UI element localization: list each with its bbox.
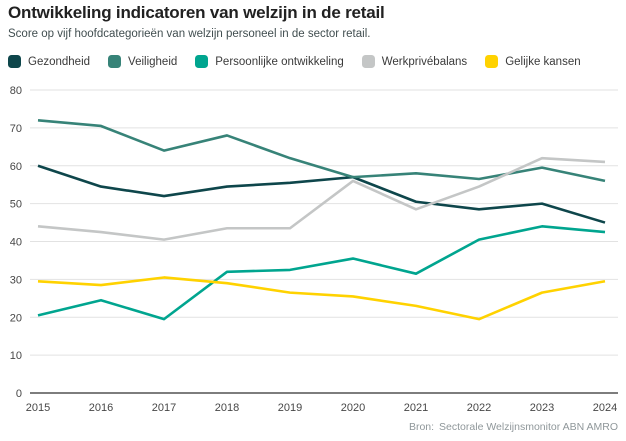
x-axis-tick-label: 2015 (26, 402, 50, 414)
chart-subtitle: Score op vijf hoofdcategorieën van welzi… (8, 28, 371, 40)
x-axis-tick-label: 2023 (530, 402, 554, 414)
source-text: Sectorale Welzijnsmonitor ABN AMRO (439, 421, 618, 433)
legend-label: Veiligheid (128, 55, 178, 68)
series-line-veiligheid (37, 119, 606, 183)
y-axis-tick-label: 70 (10, 123, 22, 135)
y-axis-tick-label: 0 (16, 388, 22, 400)
y-axis-tick-label: 20 (10, 312, 22, 324)
legend-label: Werkprivébalans (381, 55, 468, 68)
x-axis-tick-label: 2016 (89, 402, 113, 414)
y-axis-tick-label: 80 (10, 85, 22, 97)
y-axis-tick-label: 60 (10, 161, 22, 173)
series-line-werkpriv-balans (37, 156, 606, 241)
source-note: Bron: Sectorale Welzijnsmonitor ABN AMRO (409, 421, 618, 433)
y-axis-tick-label: 30 (10, 274, 22, 286)
series-line-gelijke-kansen (37, 276, 606, 321)
x-axis-tick-label: 2020 (341, 402, 365, 414)
chart-title: Ontwikkeling indicatoren van welzijn in … (8, 3, 385, 22)
legend-swatch-icon (195, 55, 209, 68)
x-axis-tick-label: 2017 (152, 402, 176, 414)
y-axis-tick-label: 10 (10, 350, 22, 362)
legend-label: Gelijke kansen (505, 55, 581, 68)
legend: Gezondheid Veiligheid Persoonlijke ontwikk… (8, 55, 581, 68)
x-axis-tick-label: 2018 (215, 402, 239, 414)
legend-item-werkpriv-balans: Werkprivébalans (361, 55, 468, 68)
x-axis-tick-label: 2024 (593, 402, 617, 414)
legend-swatch-icon (361, 55, 375, 68)
legend-item-gelijke-kansen: Gelijke kansen (485, 55, 581, 68)
legend-swatch-icon (485, 55, 499, 68)
legend-swatch-icon (8, 55, 21, 68)
legend-label: Gezondheid (28, 55, 91, 68)
legend-item-veiligheid: Veiligheid (108, 55, 177, 68)
source-label: Bron: (408, 421, 435, 433)
x-axis-tick-label: 2022 (467, 402, 491, 414)
x-axis-tick-label: 2021 (404, 402, 428, 414)
y-axis-tick-label: 40 (10, 237, 22, 249)
series-line-persoonlijke-ontwikkeling (37, 225, 606, 321)
legend-item-persoonlijke-ontwikkeling: Persoonlijke ontwikkeling (195, 55, 344, 68)
legend-item-gezondheid: Gezondheid (8, 55, 90, 68)
legend-label: Persoonlijke ontwikkeling (215, 55, 344, 68)
series-line-gezondheid (37, 164, 606, 224)
legend-swatch-icon (108, 55, 122, 68)
y-axis-tick-label: 50 (10, 199, 22, 211)
x-axis-tick-label: 2019 (278, 402, 302, 414)
